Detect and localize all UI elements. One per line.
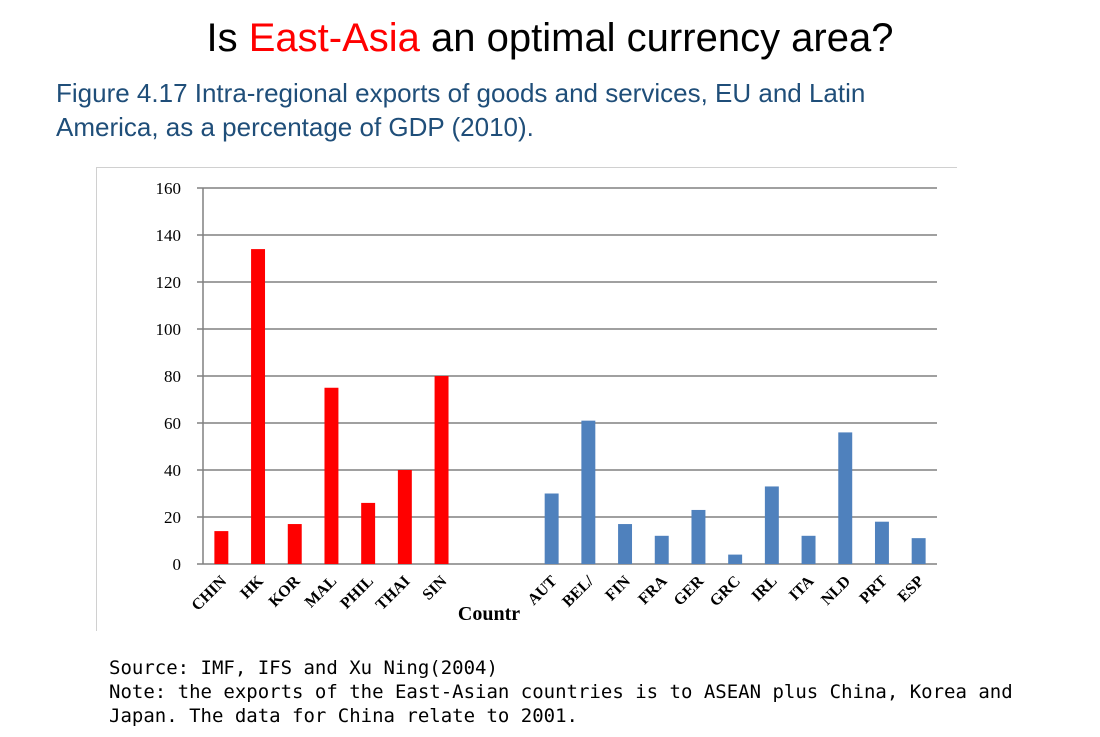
bar-irl <box>764 486 779 564</box>
bar-ger <box>691 509 706 564</box>
bar-phil <box>361 502 376 564</box>
x-tick-label: KOR <box>266 572 304 610</box>
x-tick-label: GRC <box>707 573 744 610</box>
y-axis-ticks: 0 20 40 60 80 100 120 140 160 <box>156 179 182 574</box>
caption-line-2: America, as a percentage of GDP (2010). <box>56 112 534 142</box>
x-tick-label: GER <box>671 572 708 609</box>
bar-fra <box>654 535 669 564</box>
y-tick-label: 80 <box>164 367 181 386</box>
x-tick-label: BEL/ <box>559 572 597 610</box>
bar-hk <box>251 249 266 564</box>
x-tick-label: FRA <box>635 572 671 608</box>
bar-chart: 0 20 40 60 80 100 120 140 160 CHIN HKKORMALPHILTH… <box>156 179 937 625</box>
gridlines <box>197 187 937 565</box>
footnote: Source: IMF, IFS and Xu Ning(2004) Note:… <box>109 656 1069 728</box>
x-tick-label: HK <box>237 572 267 602</box>
title-highlight: East-Asia <box>248 16 420 60</box>
note-line-2: Japan. The data for China relate to 2001… <box>109 705 578 727</box>
slide-title: Is East-Asia an optimal currency area? <box>0 12 1100 64</box>
caption-line-1: Figure 4.17 Intra-regional exports of go… <box>56 78 866 108</box>
x-tick-label: AUT <box>525 573 561 609</box>
bar-aut <box>544 493 559 564</box>
bar-mal <box>324 387 339 564</box>
source-text: Source: IMF, IFS and Xu Ning(2004) <box>109 657 498 679</box>
y-tick-label: 0 <box>173 555 182 574</box>
x-tick-label: MAL <box>302 573 340 611</box>
y-tick-label: 20 <box>164 508 181 527</box>
x-axis-label: Countr <box>458 603 520 625</box>
title-suffix: an optimal currency area? <box>419 16 894 60</box>
x-tick-label: ITA <box>786 572 818 604</box>
note-line-1: Note: the exports of the East-Asian coun… <box>109 681 1013 703</box>
y-tick-label: 120 <box>156 273 182 292</box>
bar-fin <box>618 524 633 564</box>
bar-ita <box>801 535 816 564</box>
x-tick-label: ESP <box>895 573 928 606</box>
x-tick-label: PHIL <box>337 573 377 613</box>
x-tick-label: SIN <box>419 572 450 603</box>
x-tick-label: IRL <box>749 573 781 605</box>
bar-kor <box>287 524 302 564</box>
title-prefix: Is <box>206 16 249 60</box>
bars <box>214 249 926 564</box>
bar-esp <box>911 538 926 564</box>
y-tick-label: 140 <box>156 226 182 245</box>
bar-prt <box>874 521 889 564</box>
x-tick-label: NLD <box>818 573 854 609</box>
x-tick-label: CHIN <box>189 572 231 614</box>
bar-thai <box>397 470 412 564</box>
x-tick-label: FIN <box>602 572 634 604</box>
x-tick-label: THAI <box>373 573 414 614</box>
y-tick-label: 100 <box>156 320 182 339</box>
bar-grc <box>728 554 743 564</box>
bar-chin <box>214 531 229 564</box>
bar-sin <box>434 376 449 564</box>
x-tick-label: PRT <box>857 573 891 607</box>
y-tick-label: 60 <box>164 414 181 433</box>
bar-nld <box>838 432 853 564</box>
figure-caption: Figure 4.17 Intra-regional exports of go… <box>56 76 1016 144</box>
y-tick-label: 40 <box>164 461 181 480</box>
bar-bel <box>581 420 596 564</box>
y-tick-label: 160 <box>156 179 182 198</box>
chart-frame: 0 20 40 60 80 100 120 140 160 CHIN HK KOR MAL PHIL TH… <box>96 167 957 631</box>
